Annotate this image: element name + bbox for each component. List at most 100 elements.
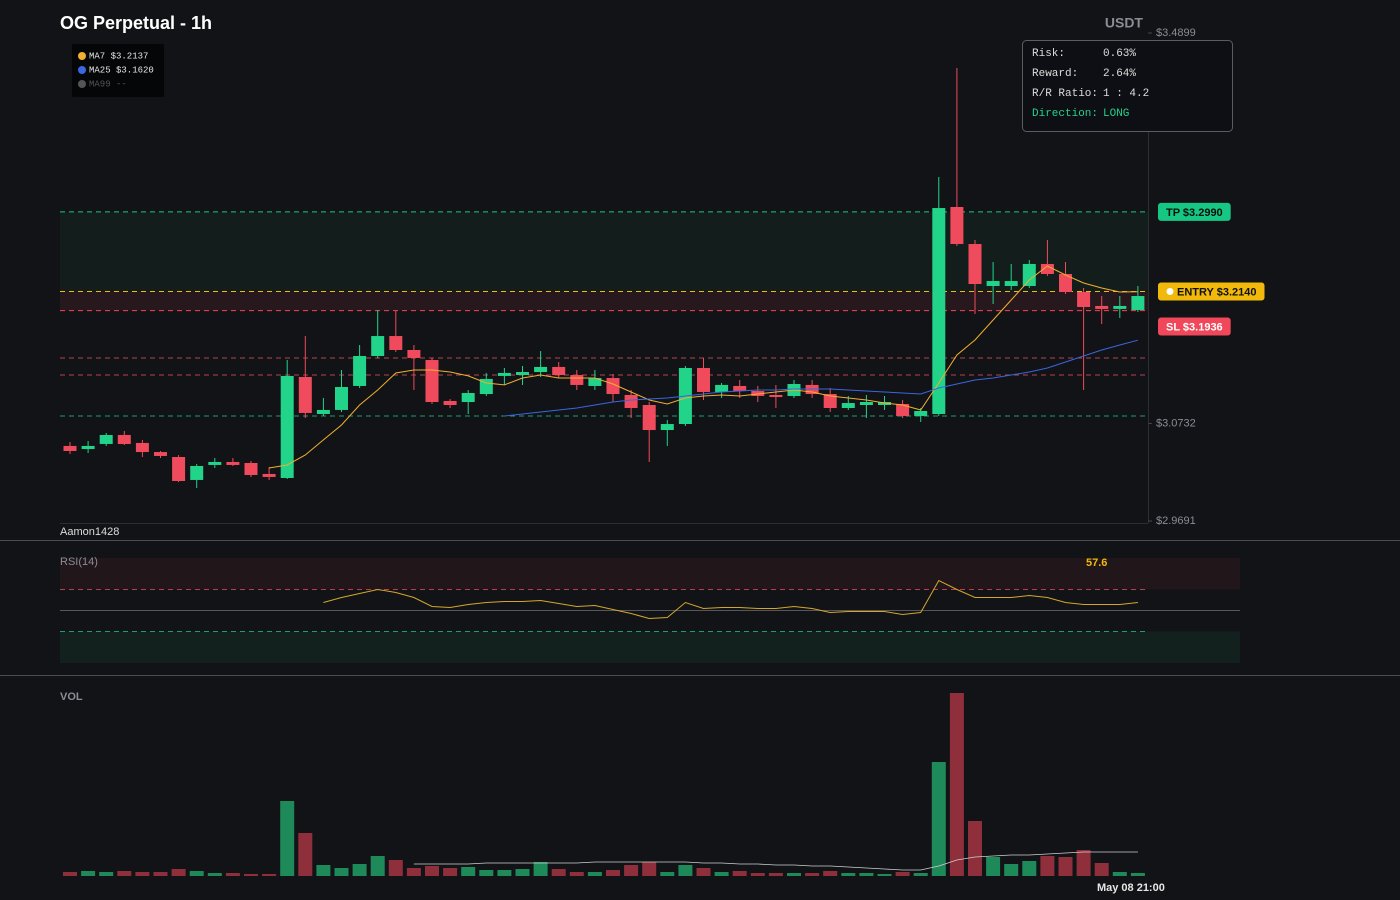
watermark: Aamon1428 — [60, 526, 119, 538]
volume-bar — [805, 873, 820, 876]
candle-body — [660, 424, 674, 431]
level-badge — [1158, 317, 1231, 336]
volume-bar — [587, 872, 602, 876]
rsi-oversold-zone — [60, 631, 1240, 663]
volume-bar — [1040, 856, 1055, 876]
y-tick-label: $2.9691 — [1156, 515, 1196, 527]
candle-body — [117, 434, 131, 444]
candle-body — [932, 208, 946, 414]
panel-title: RSI(14) — [60, 556, 98, 568]
volume-bar — [135, 872, 150, 876]
risk-value: 1 : 4.2 — [1103, 88, 1149, 100]
volume-bar — [569, 872, 584, 876]
entry-dot — [1165, 287, 1175, 297]
legend-dot — [78, 66, 86, 74]
volume-bar — [1112, 872, 1127, 876]
candle-body — [841, 403, 855, 408]
candle-body — [986, 281, 1000, 286]
volume-bar — [551, 869, 566, 876]
candle-body — [1059, 274, 1072, 292]
candle-body — [552, 366, 566, 376]
candle-body — [642, 404, 656, 431]
level-badge — [1158, 282, 1265, 301]
candle-body — [968, 244, 982, 285]
candle-body — [606, 378, 620, 395]
legend-label: MA99 -- — [89, 79, 127, 89]
level-badge-label: SL $3.1936 — [1166, 321, 1223, 333]
volume-bar — [117, 871, 132, 876]
volume-bar — [1004, 864, 1019, 876]
volume-bar — [298, 833, 313, 876]
candle-body — [1077, 291, 1091, 307]
candle-body — [859, 401, 873, 405]
risk-label: Risk: — [1032, 48, 1065, 60]
candle-body — [63, 445, 77, 452]
volume-bar — [986, 857, 1001, 876]
candle-body — [570, 375, 584, 385]
volume-bar — [841, 873, 856, 876]
volume-bar — [732, 871, 747, 876]
x-tick-label: May 08 21:00 — [1097, 882, 1165, 894]
candle-body — [896, 403, 910, 416]
volume-bar — [388, 860, 403, 876]
volume-bar — [660, 872, 675, 876]
candle-body — [226, 461, 240, 465]
candle-body — [1040, 263, 1054, 275]
volume-bar — [823, 871, 838, 876]
volume-bar — [968, 821, 982, 876]
candle-body — [1113, 305, 1127, 309]
risk-label: Reward: — [1032, 68, 1078, 80]
volume-ma-line — [413, 851, 1138, 871]
candle-body — [588, 378, 602, 386]
volume-bar — [334, 868, 349, 876]
rsi-overbought-zone — [60, 558, 1240, 590]
volume-bar — [81, 871, 96, 876]
volume-bar — [1094, 863, 1109, 876]
candle-body — [335, 387, 348, 410]
candle-body — [914, 410, 928, 416]
risk-value: 0.63% — [1103, 48, 1136, 60]
candle-body — [389, 336, 403, 350]
risk-value: LONG — [1103, 108, 1129, 120]
candle-body — [407, 349, 421, 358]
candle-body — [534, 366, 548, 373]
candle-body — [624, 394, 638, 408]
panel-title: VOL — [60, 691, 83, 703]
candle-body — [190, 465, 204, 480]
volume-bar — [750, 873, 765, 876]
risk-value: 2.64% — [1103, 68, 1136, 80]
risk-label: R/R Ratio: — [1032, 88, 1098, 100]
candle-body — [697, 367, 710, 392]
volume-bar — [425, 866, 439, 876]
volume-bar — [787, 873, 801, 876]
volume-bar — [352, 864, 367, 876]
candle-body — [172, 457, 186, 481]
candle-body — [461, 393, 475, 402]
y-tick-label: $3.0732 — [1156, 417, 1196, 429]
candle-body — [1095, 305, 1109, 309]
volume-bar — [63, 872, 77, 876]
volume-bar — [949, 693, 964, 876]
volume-bar — [479, 870, 494, 876]
candle-body — [733, 385, 747, 392]
volume-bar — [262, 874, 277, 876]
currency: USDT — [1105, 15, 1144, 31]
candle-body — [81, 445, 95, 450]
volume-bar — [931, 762, 946, 876]
volume-bar — [533, 862, 548, 876]
volume-bar — [877, 874, 892, 876]
moving-average-line — [269, 265, 1138, 469]
volume-bar — [189, 871, 204, 876]
chart-title: OG Perpetual - 1h — [60, 13, 212, 33]
chart-layer: $3.4899 $3.0732 $2.9691 MA7 $3.2137 MA25 $3.… — [60, 27, 1265, 894]
level-badge-label: ENTRY $3.2140 — [1177, 286, 1257, 298]
volume-bar — [768, 873, 783, 876]
candle-body — [208, 461, 222, 465]
volume-bar — [244, 874, 258, 876]
volume-bar — [1022, 861, 1037, 876]
volume-bar — [642, 862, 657, 876]
candle-body — [298, 376, 312, 413]
risk-label: Direction: — [1032, 108, 1098, 120]
candle-body — [99, 434, 113, 444]
